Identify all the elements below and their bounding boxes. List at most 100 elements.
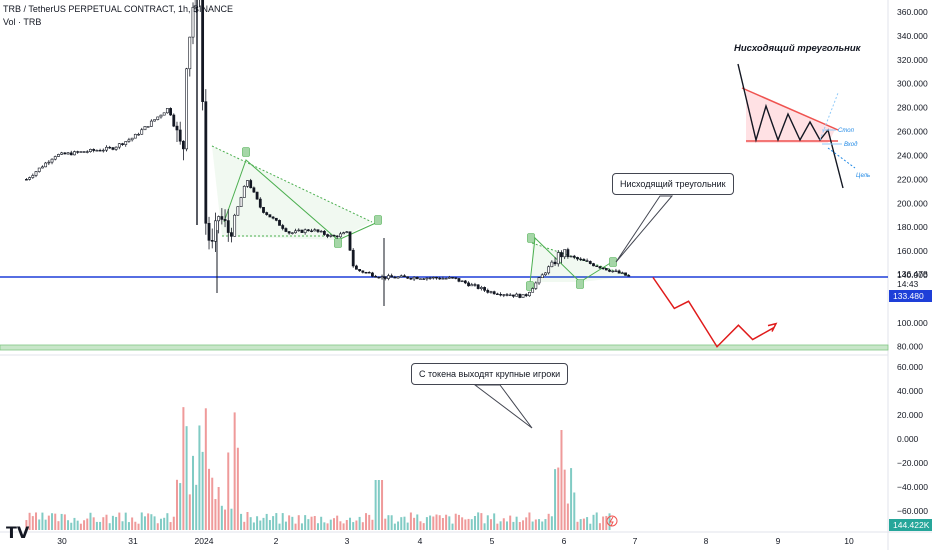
volume-bar <box>63 514 66 530</box>
candle-body <box>409 277 413 280</box>
candle-body <box>499 293 502 296</box>
volume-bar <box>467 518 470 530</box>
volume-bar <box>172 516 175 530</box>
candle-body <box>290 232 294 234</box>
volume-bar <box>480 513 483 530</box>
candle-body <box>233 214 237 237</box>
volume-bar <box>582 518 585 530</box>
volume-bar <box>518 521 521 530</box>
candle-body <box>608 269 611 272</box>
volume-bar <box>473 515 476 530</box>
candle-body <box>515 293 519 297</box>
candle-body <box>396 276 400 279</box>
volume-bar <box>557 467 560 530</box>
candle-body <box>441 278 445 280</box>
candle-body <box>342 232 345 235</box>
time-tick-label: 4 <box>418 536 423 546</box>
candle-body <box>620 272 624 274</box>
volume-bar <box>150 514 153 530</box>
volume-bar <box>416 514 419 530</box>
candle-body <box>483 287 486 291</box>
candle-body <box>246 180 249 187</box>
candle-body <box>44 162 48 168</box>
candle-body <box>319 230 323 233</box>
candle-body <box>524 294 528 297</box>
candle-body <box>550 261 554 268</box>
volume-bar <box>163 517 166 530</box>
volume-bar <box>192 455 195 530</box>
candle-body <box>130 137 134 141</box>
volume-bar <box>105 514 108 530</box>
volume-bar <box>586 517 589 530</box>
candle-body <box>175 125 179 131</box>
volume-bar <box>323 522 326 530</box>
candle-body <box>281 225 285 229</box>
time-tick-label: 7 <box>633 536 638 546</box>
candle-body <box>495 293 499 295</box>
candle-body <box>335 235 339 238</box>
pivot-marker <box>374 215 382 225</box>
candle-body <box>582 259 586 261</box>
candle-body <box>390 275 394 278</box>
candle-body <box>377 276 381 279</box>
volume-bar <box>393 523 396 530</box>
candle-body <box>374 275 378 278</box>
candle-body <box>614 270 618 272</box>
inset-stop-label: Стоп <box>838 128 855 134</box>
volume-bar <box>477 512 480 530</box>
candle-body <box>364 272 368 274</box>
volume-bar <box>256 516 259 530</box>
triangle-2-upper <box>531 242 631 277</box>
volume-tick-label: −40.000 <box>897 482 928 492</box>
candle-body <box>595 265 599 267</box>
candle-body <box>598 266 602 269</box>
tradingview-logo-icon: 𝗧𝗩 <box>6 525 30 542</box>
candle-body <box>76 151 80 153</box>
time-tick-label: 31 <box>128 536 138 546</box>
inset-price-path <box>737 63 844 189</box>
volume-bar <box>201 451 204 530</box>
inset-illustration: Нисходящий треугольник Стоп Вход Цель <box>734 43 870 189</box>
countdown-label: 14:43 <box>897 279 919 289</box>
candle-body <box>207 222 211 241</box>
candle-body <box>37 167 41 172</box>
candle-body <box>563 249 567 258</box>
volume-bar <box>377 480 380 530</box>
price-tick-label: 280.000 <box>897 103 928 113</box>
candle-body <box>236 206 240 216</box>
candle-body <box>579 258 583 261</box>
volume-bar <box>198 425 201 530</box>
volume-bar <box>361 522 364 530</box>
candle-body <box>355 265 358 270</box>
candle-body <box>611 270 615 273</box>
volume-bar <box>268 520 271 530</box>
projection-path <box>652 276 775 348</box>
candle-body <box>265 212 269 215</box>
candle-body <box>297 229 301 232</box>
candle-body <box>73 151 76 156</box>
volume-bar <box>573 492 576 530</box>
price-tick-label: 200.000 <box>897 198 928 208</box>
volume-bar <box>233 412 236 530</box>
volume-bar <box>560 430 563 530</box>
volume-bar <box>47 515 50 530</box>
time-tick-label: 9 <box>776 536 781 546</box>
candle-body <box>284 228 288 232</box>
candle-body <box>82 151 86 153</box>
volume-bar <box>166 513 169 530</box>
price-tick-label: 140.000 <box>897 270 928 280</box>
price-tick-label: 180.000 <box>897 222 928 232</box>
candle-body <box>105 146 108 151</box>
candle-body <box>512 294 515 297</box>
volume-bar <box>435 514 438 530</box>
candle-body <box>156 116 160 120</box>
candle-body <box>508 294 512 297</box>
volume-bar <box>457 514 460 530</box>
candle-body <box>438 277 442 280</box>
volume-bar <box>445 514 448 530</box>
volume-bar <box>522 520 525 530</box>
support-price-badge <box>889 290 932 302</box>
volume-bar <box>470 519 473 530</box>
time-tick-label: 8 <box>704 536 709 546</box>
